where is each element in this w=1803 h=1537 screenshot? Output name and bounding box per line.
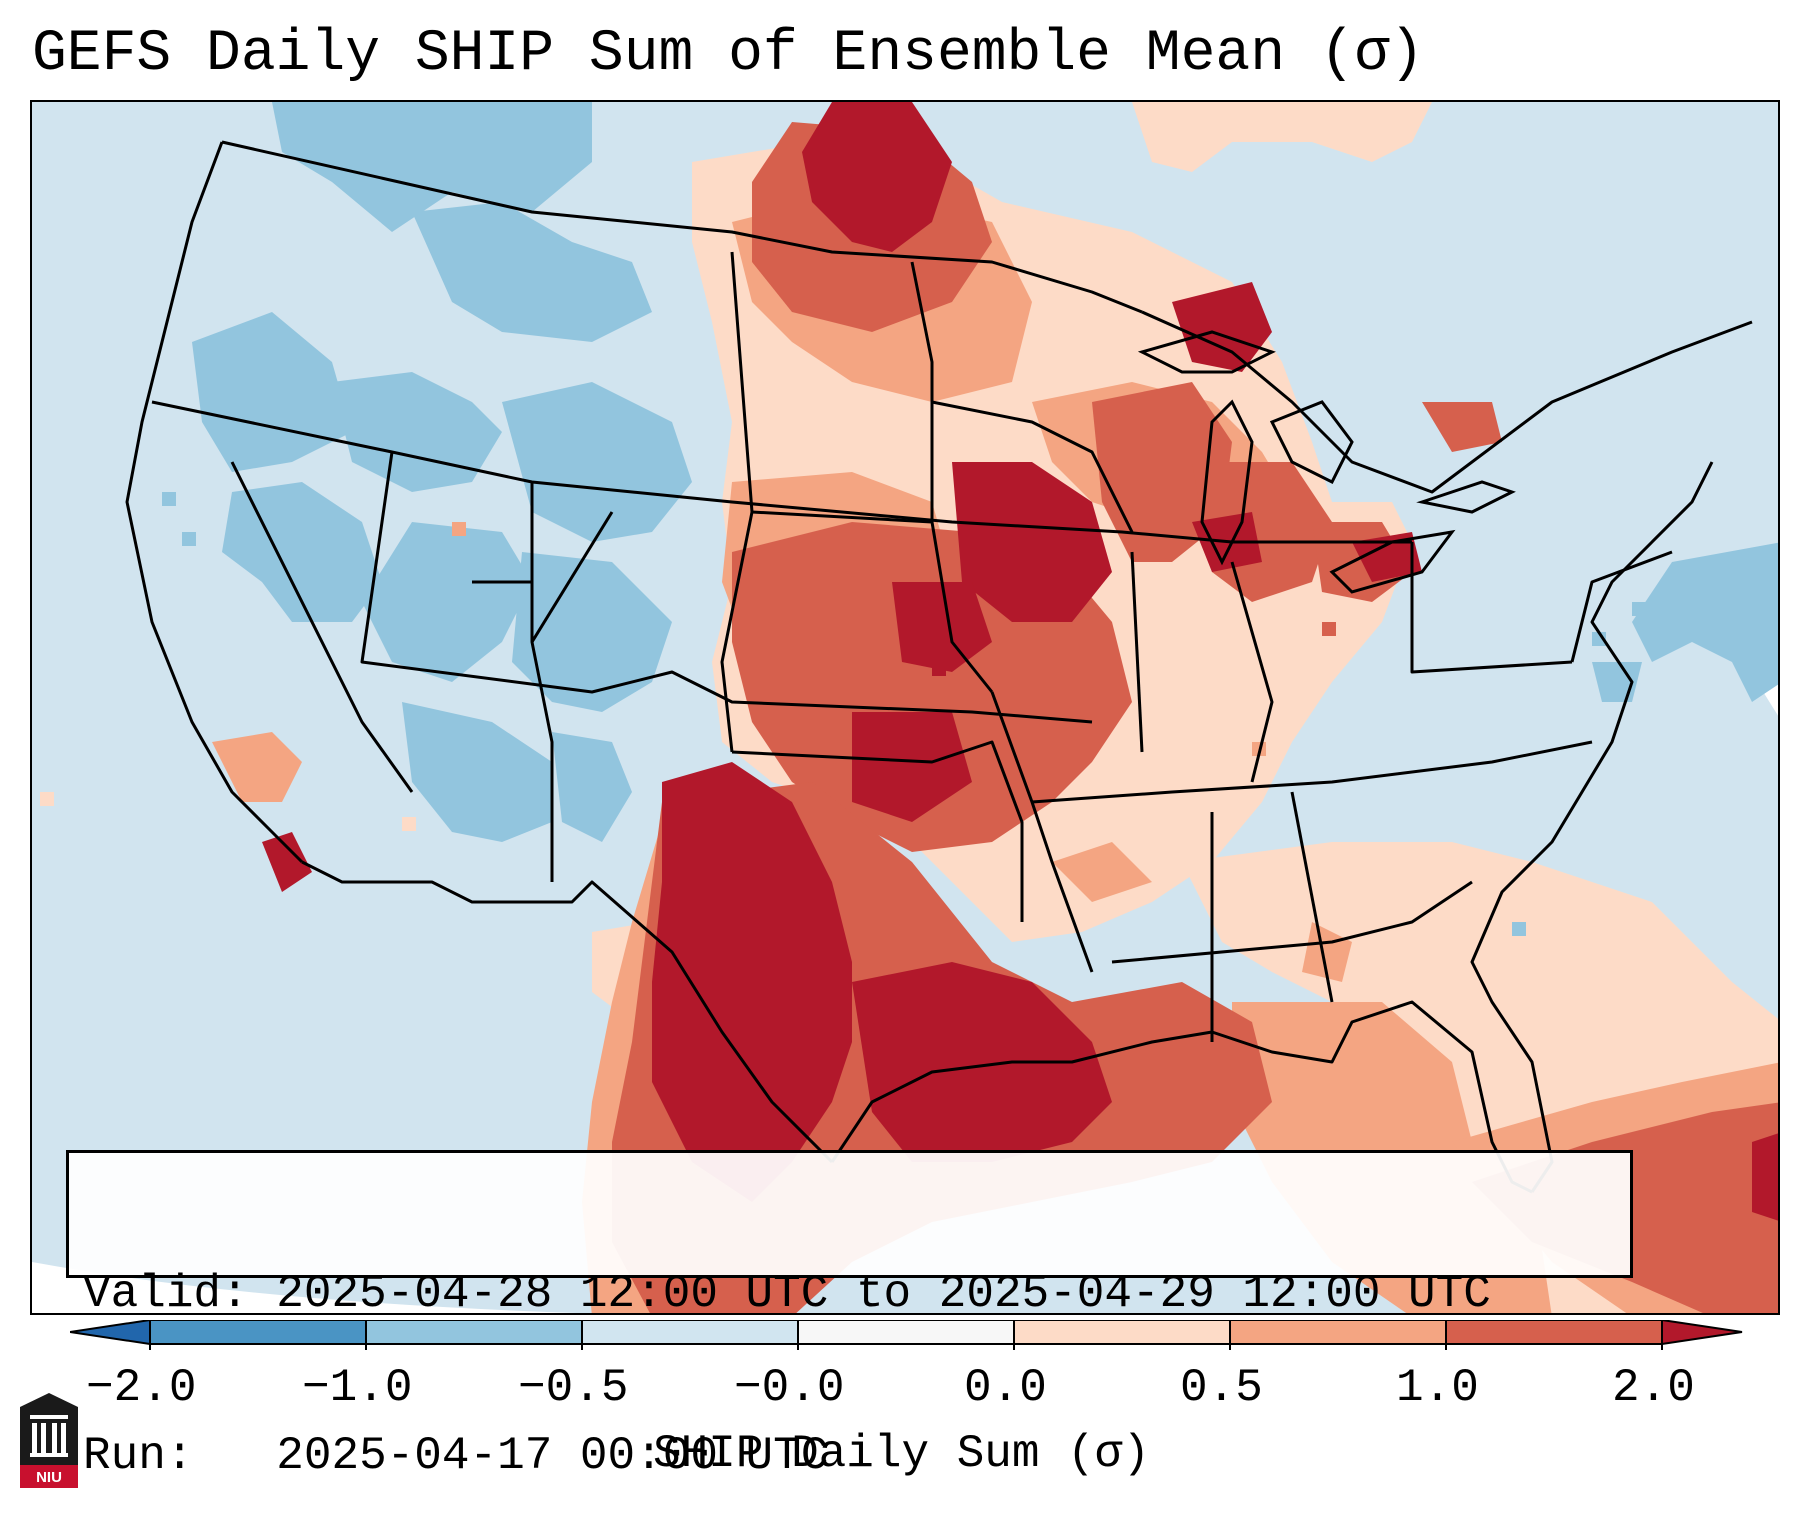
colorbar-bin: [150, 1320, 366, 1344]
colorbar-tick-label: −0.5: [518, 1362, 629, 1414]
east-coastline: [1470, 461, 1714, 1193]
run-label: Run:: [83, 1430, 194, 1482]
field-blue-medium: [192, 102, 1778, 842]
projection-edge-bottom-left: [32, 1262, 578, 1313]
colorbar-bin: [798, 1320, 1014, 1344]
valid-value: 2025-04-28 12:00 UTC to 2025-04-29 12:00…: [276, 1268, 1491, 1320]
colorbar-tick-label: 1.0: [1396, 1362, 1479, 1414]
colorbar-tick-label: −0.0: [734, 1362, 845, 1414]
run-row: Run: 2025-04-17 00:00 UTC: [83, 1429, 1616, 1483]
field-red-deepest: [262, 102, 1778, 1221]
colorbar-bin: [1014, 1320, 1230, 1344]
colorbar-bin: [1446, 1320, 1662, 1344]
colorbar-tick-label: 0.0: [964, 1362, 1047, 1414]
valid-label: Valid:: [83, 1268, 249, 1320]
us-mexico-border: [301, 860, 834, 1164]
colorbar-bin: [1230, 1320, 1446, 1344]
logo-text: NIU: [36, 1469, 62, 1486]
colorbar-label: SHIP Daily Sum (σ): [653, 1428, 1150, 1480]
northeast-border: [1141, 310, 1753, 494]
colorbar-tick-label: −2.0: [86, 1362, 197, 1414]
map-panel: [30, 100, 1780, 1315]
chart-title: GEFS Daily SHIP Sum of Ensemble Mean (σ): [32, 22, 1425, 87]
colorbar-under-arrow: [70, 1320, 150, 1344]
valid-time-box: Valid: 2025-04-28 12:00 UTC to 2025-04-2…: [66, 1150, 1633, 1482]
colorbar-tick-label: 0.5: [1180, 1362, 1263, 1414]
ship-anomaly-map: [32, 102, 1778, 1313]
valid-row: Valid: 2025-04-28 12:00 UTC to 2025-04-2…: [83, 1267, 1616, 1321]
colorbar: [70, 1320, 1743, 1350]
colorbar-over-arrow: [1662, 1320, 1742, 1344]
colorbar-bin: [582, 1320, 798, 1344]
colorbar-tick-label: −1.0: [302, 1362, 413, 1414]
gulf-coastline: [830, 1000, 1533, 1194]
colorbar-tick-label: 2.0: [1612, 1362, 1695, 1414]
colorbar-bin: [366, 1320, 582, 1344]
west-coastline: [125, 141, 304, 864]
great-lakes: [1137, 330, 1516, 594]
run-value: 2025-04-17 00:00 UTC: [276, 1430, 829, 1482]
niu-university-logo-icon: NIU: [20, 1393, 78, 1488]
political-boundaries: [125, 140, 1753, 1194]
us-canada-border: [221, 140, 1143, 314]
